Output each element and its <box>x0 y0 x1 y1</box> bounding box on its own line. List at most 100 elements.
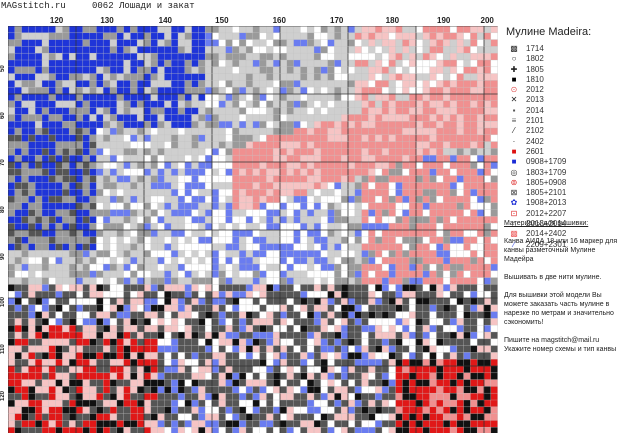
stitch-cell <box>232 223 240 230</box>
stitch-cell <box>191 230 199 237</box>
stitch-cell <box>280 345 287 353</box>
stitch-cell <box>232 60 240 67</box>
stitch-cell <box>110 236 117 244</box>
stitch-cell <box>246 270 253 278</box>
stitch-cell <box>334 66 342 74</box>
stitch-cell <box>164 243 172 251</box>
stitch-cell <box>388 372 396 380</box>
stitch-cell <box>21 420 29 428</box>
stitch-cell <box>89 216 97 224</box>
legend-code: 2013 <box>526 95 544 105</box>
stitch-cell <box>14 182 22 190</box>
stitch-cell <box>409 134 416 142</box>
stitch-cell <box>402 162 410 169</box>
stitch-cell <box>144 39 151 47</box>
stitch-cell <box>198 352 206 360</box>
stitch-cell <box>62 230 70 237</box>
stitch-cell <box>225 345 233 353</box>
stitch-cell <box>327 386 335 394</box>
stitch-cell <box>35 318 42 326</box>
stitch-cell <box>218 60 226 67</box>
stitch-cell <box>76 141 83 149</box>
stitch-cell <box>388 386 396 394</box>
stitch-cell <box>89 400 97 407</box>
stitch-cell <box>191 73 199 81</box>
stitch-cell <box>137 114 144 122</box>
stitch-cell <box>252 121 260 128</box>
stitch-cell <box>395 243 403 251</box>
stitch-cell <box>191 284 199 292</box>
stitch-cell <box>307 53 314 60</box>
stitch-cell <box>14 264 22 271</box>
stitch-cell <box>8 352 15 360</box>
stitch-cell <box>348 155 355 162</box>
stitch-cell <box>484 155 491 162</box>
stitch-cell <box>286 182 294 190</box>
stitch-cell <box>178 182 185 190</box>
stitch-cell <box>123 338 131 346</box>
stitch-cell <box>246 87 253 94</box>
stitch-cell <box>334 406 342 414</box>
stitch-cell <box>422 298 430 305</box>
stitch-cell <box>239 284 246 292</box>
stitch-cell <box>246 80 253 88</box>
stitch-cell <box>164 182 172 190</box>
stitch-cell <box>361 32 369 40</box>
stitch-cell <box>116 80 124 88</box>
stitch-cell <box>123 372 131 380</box>
stitch-cell <box>130 94 138 101</box>
stitch-cell <box>178 87 185 94</box>
stitch-cell <box>429 202 437 210</box>
stitch-cell <box>402 128 410 135</box>
stitch-cell <box>48 413 56 421</box>
stitch-cell <box>416 223 423 230</box>
stitch-cell <box>42 359 49 366</box>
stitch-cell <box>218 209 226 217</box>
stitch-cell <box>490 345 498 353</box>
stitch-cell <box>443 39 450 47</box>
stitch-cell <box>259 236 267 244</box>
stitch-cell <box>450 94 457 101</box>
stitch-cell <box>382 372 389 380</box>
stitch-cell <box>463 202 471 210</box>
stitch-cell <box>21 352 29 360</box>
stitch-cell <box>178 128 185 135</box>
stitch-cell <box>320 134 328 142</box>
stitch-cell <box>62 114 70 122</box>
stitch-cell <box>171 134 178 142</box>
stitch-cell <box>35 393 42 400</box>
stitch-cell <box>62 216 70 224</box>
stitch-cell <box>150 257 158 264</box>
legend-item: ■ 2601 <box>504 147 618 157</box>
stitch-cell <box>110 366 117 373</box>
stitch-cell <box>293 216 301 224</box>
stitch-cell <box>48 32 56 40</box>
stitch-cell <box>130 379 138 387</box>
stitch-cell <box>157 236 165 244</box>
stitch-cell <box>382 155 389 162</box>
stitch-cell <box>416 148 423 156</box>
stitch-cell <box>232 311 240 319</box>
stitch-cell <box>225 209 233 217</box>
stitch-cell <box>48 53 56 60</box>
stitch-cell <box>252 148 260 156</box>
stitch-cell <box>470 46 478 54</box>
stitch-cell <box>450 359 457 366</box>
stitch-cell <box>395 230 403 237</box>
stitch-cell <box>14 175 22 183</box>
stitch-cell <box>96 196 104 203</box>
stitch-cell <box>82 400 90 407</box>
stitch-cell <box>286 141 294 149</box>
stitch-cell <box>48 141 56 149</box>
stitch-cell <box>198 311 206 319</box>
stitch-cell <box>62 325 70 332</box>
stitch-cell <box>375 175 382 183</box>
stitch-cell <box>150 352 158 360</box>
stitch-cell <box>218 393 226 400</box>
stitch-cell <box>409 121 416 128</box>
stitch-cell <box>490 128 498 135</box>
stitch-cell <box>429 53 437 60</box>
stitch-cell <box>368 386 376 394</box>
stitch-cell <box>354 420 362 428</box>
stitch-cell <box>307 121 314 128</box>
